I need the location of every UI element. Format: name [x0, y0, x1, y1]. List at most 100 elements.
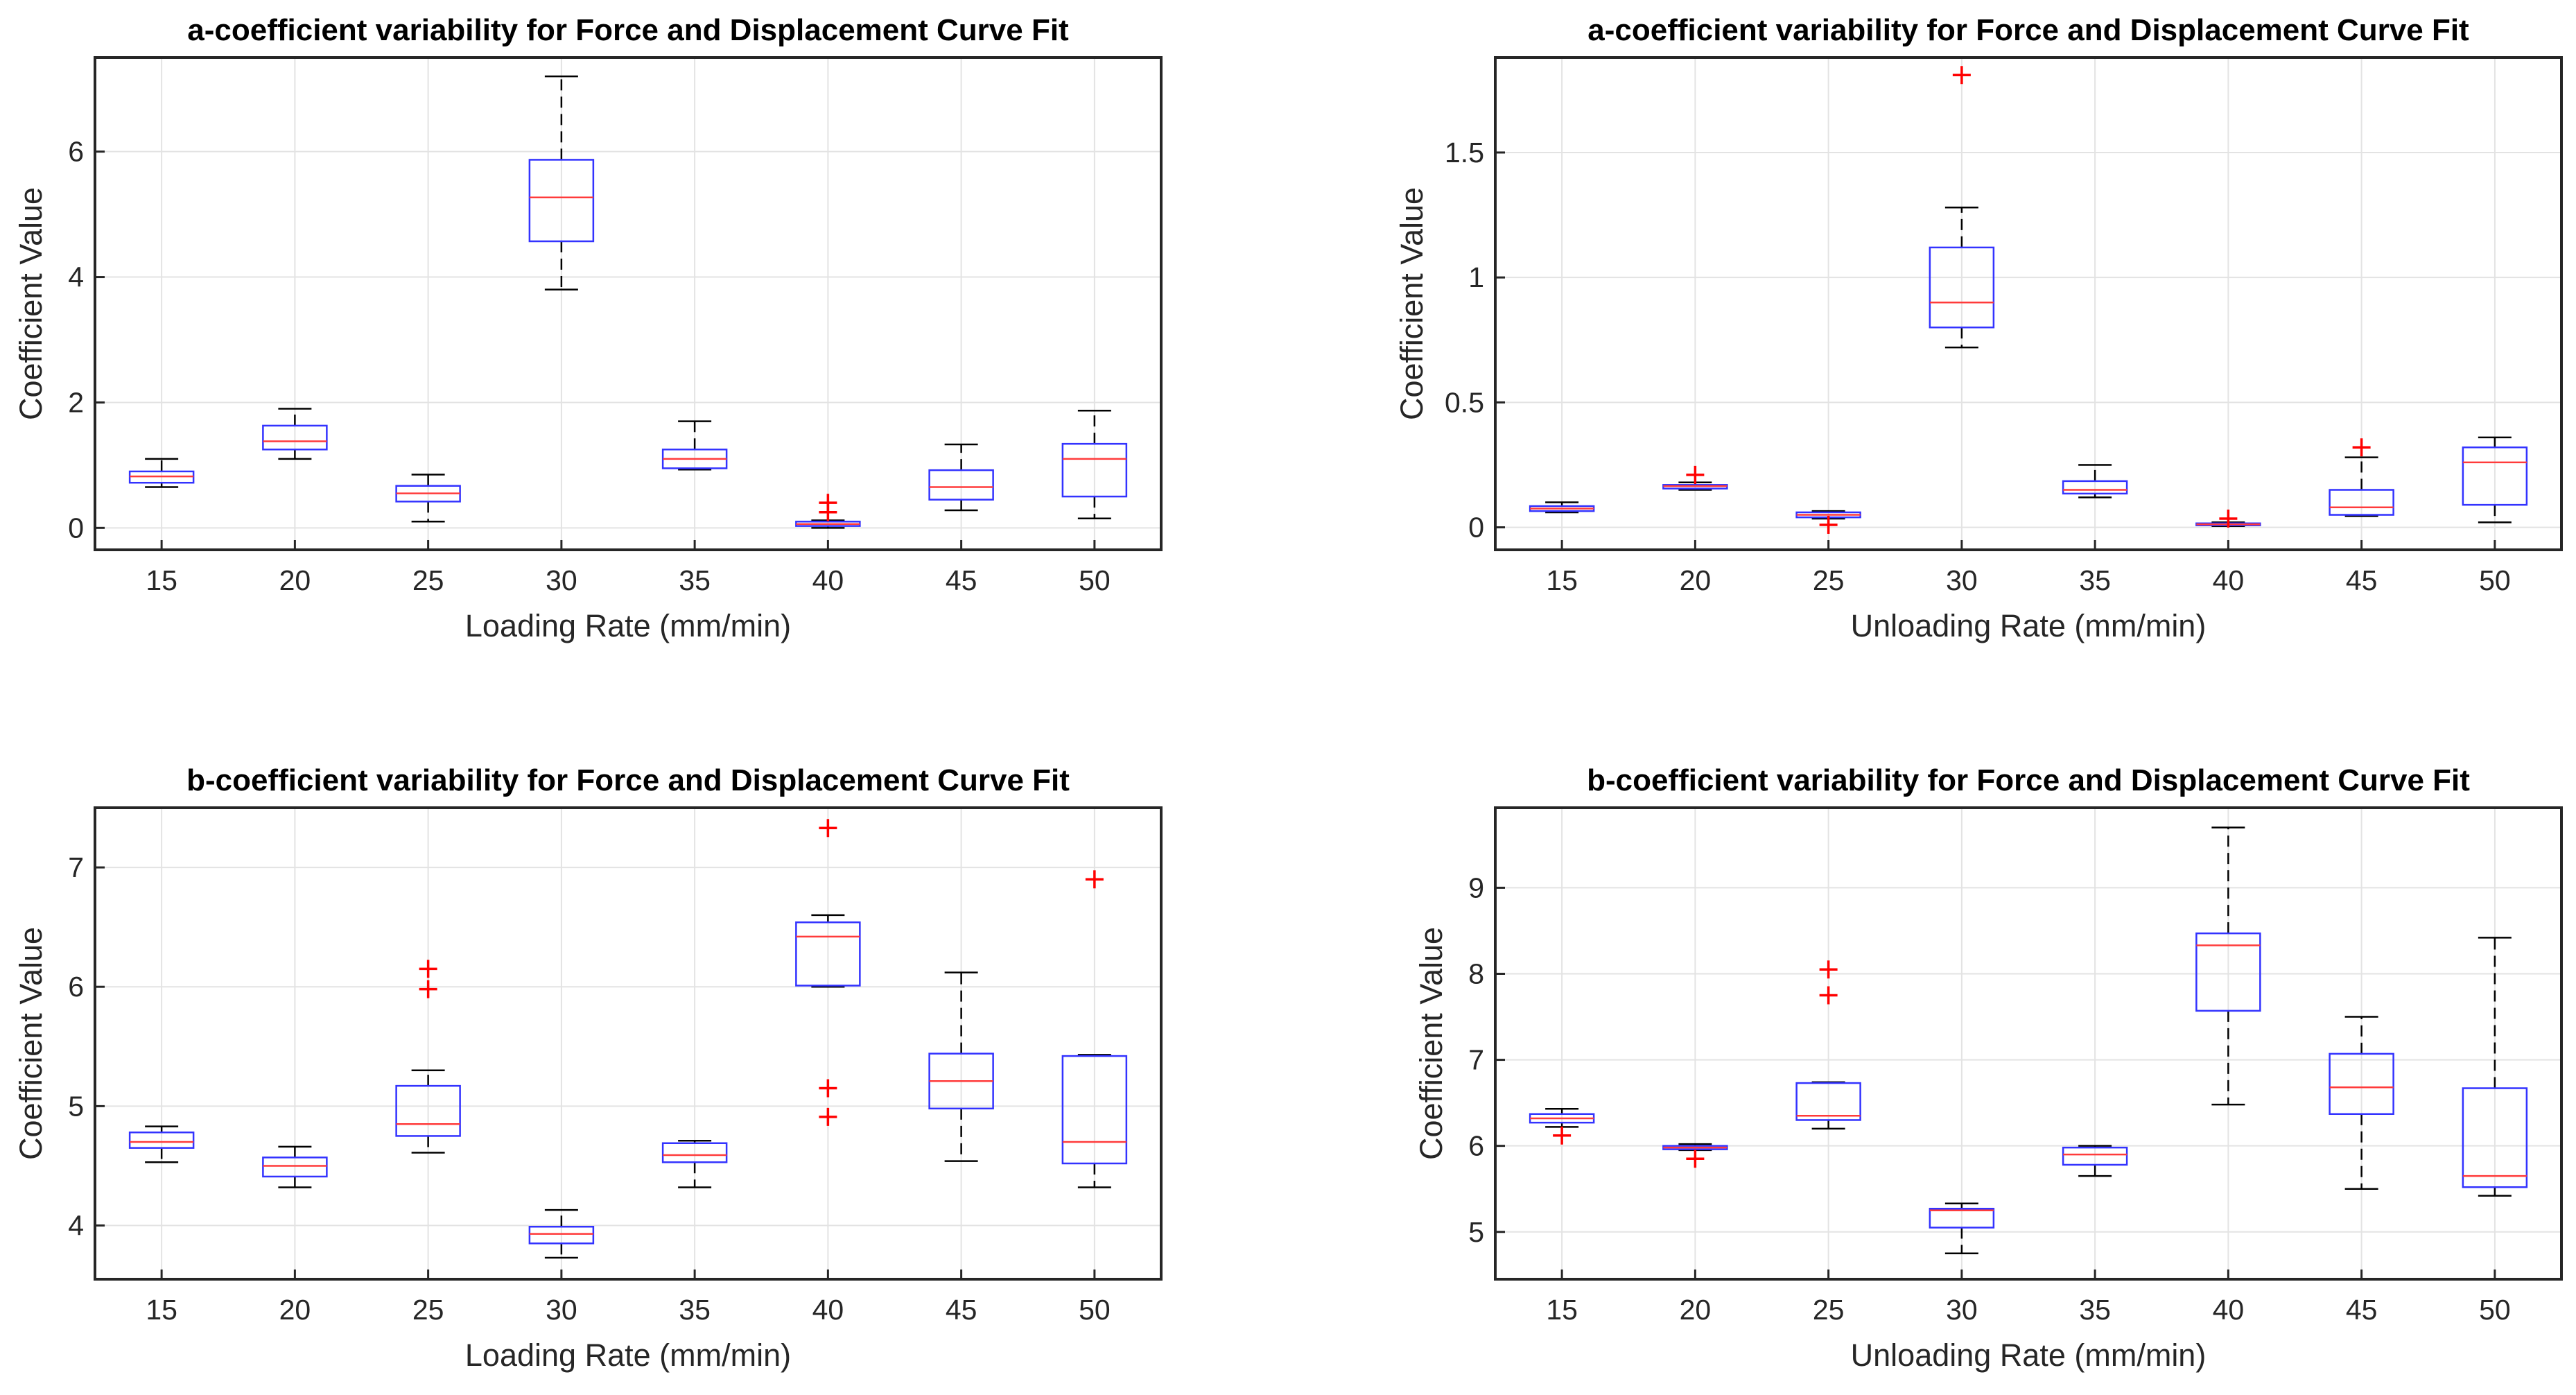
- box-body: [2062, 1146, 2128, 1166]
- box-45: [928, 971, 994, 1162]
- y-tick-label: 1.5: [1445, 137, 1484, 168]
- chart-title: b-coefficient variability for Force and …: [1587, 763, 2470, 797]
- y-tick-label: 5: [68, 1090, 84, 1122]
- y-tick-label: 4: [68, 261, 84, 293]
- x-tick-label: 40: [2213, 1294, 2245, 1326]
- outlier-marker: [819, 1079, 837, 1098]
- box-30: [528, 1208, 595, 1259]
- x-tick-label: 25: [1813, 564, 1845, 596]
- x-tick-label: 45: [946, 1294, 977, 1326]
- x-tick-label: 50: [1079, 564, 1111, 596]
- outlier-marker: [819, 1107, 837, 1126]
- box-body: [1061, 442, 1128, 498]
- axes-frame: [1494, 806, 2563, 1281]
- x-tick-label: 25: [1813, 1294, 1845, 1326]
- box-40: [795, 819, 861, 1126]
- box-body: [128, 1132, 195, 1149]
- plot-area: [95, 58, 1161, 550]
- chart-a-loading: 0 2 4 6 15 20 25 30 35 40 45 50 a-coefficient vari…: [13, 13, 1163, 643]
- box-body: [262, 1156, 328, 1178]
- x-tick-label: 50: [2479, 1294, 2511, 1326]
- box-body: [262, 424, 328, 451]
- box-body: [2462, 1087, 2528, 1188]
- y-tick-labels: 0 2 4 6: [68, 136, 84, 544]
- box-body: [1929, 246, 1995, 329]
- box-30: [1929, 1202, 1995, 1255]
- y-axis-label: Coefficient Value: [1413, 927, 1449, 1160]
- box-body: [661, 1142, 728, 1163]
- y-tick-label: 5: [1468, 1216, 1484, 1248]
- x-tick-label: 15: [1546, 564, 1578, 596]
- box-45: [928, 443, 994, 512]
- outlier-marker: [1686, 1150, 1705, 1168]
- x-axis-label: Unloading Rate (mm/min): [1851, 1337, 2207, 1373]
- box-body: [528, 1226, 595, 1245]
- box-40: [795, 494, 861, 529]
- box-50: [2462, 436, 2528, 523]
- box-50: [1061, 409, 1128, 520]
- plot-area: [1495, 808, 2561, 1279]
- outlier-marker: [1819, 960, 1838, 979]
- box-body: [1061, 1055, 1128, 1165]
- x-tick-label: 30: [1946, 1294, 1978, 1326]
- box-layer: [128, 819, 1128, 1259]
- x-tick-label: 40: [812, 564, 844, 596]
- box-15: [128, 1125, 195, 1163]
- box-20: [1662, 1143, 1728, 1168]
- y-tick-label: 0: [1468, 512, 1484, 544]
- box-50: [2462, 937, 2528, 1197]
- box-body: [2062, 480, 2128, 495]
- x-tick-label: 20: [1680, 1294, 1712, 1326]
- box-20: [262, 408, 328, 460]
- x-axis-label: Unloading Rate (mm/min): [1851, 608, 2207, 643]
- x-tick-label: 45: [2346, 1294, 2378, 1326]
- box-50: [1061, 870, 1128, 1188]
- box-body: [2195, 932, 2261, 1012]
- chart-title: a-coefficient variability for Force and …: [187, 13, 1069, 47]
- x-tick-label: 20: [279, 1294, 311, 1326]
- outlier-marker: [1819, 515, 1838, 534]
- x-tick-label: 20: [279, 564, 311, 596]
- x-tick-labels: 15 20 25 30 35 40 45 50: [146, 1294, 1110, 1326]
- plot-area: [95, 808, 1161, 1279]
- outlier-marker: [1686, 465, 1705, 484]
- x-tick-label: 45: [2346, 564, 2378, 596]
- outlier-marker: [1085, 870, 1104, 889]
- box-body: [1929, 1207, 1995, 1229]
- box-body: [795, 921, 861, 987]
- box-45: [2329, 438, 2394, 517]
- y-tick-label: 1: [1468, 261, 1484, 293]
- x-tick-label: 30: [546, 1294, 577, 1326]
- chart-a-unloading: 0 0.5 1 1.5 15 20 25 30 35 40 45 50 a-coefficient …: [1394, 13, 2563, 643]
- box-body: [2329, 1052, 2394, 1116]
- box-40: [2195, 509, 2261, 528]
- outlier-marker: [1553, 1126, 1572, 1145]
- box-body: [2462, 446, 2528, 506]
- plot-area: [1495, 58, 2561, 550]
- x-tick-labels: 15 20 25 30 35 40 45 50: [1546, 564, 2510, 596]
- y-tick-labels: 4 5 6 7: [68, 851, 84, 1241]
- x-tick-label: 15: [146, 564, 177, 596]
- x-tick-label: 30: [546, 564, 577, 596]
- box-45: [2329, 1016, 2394, 1190]
- x-tick-label: 15: [1546, 1294, 1578, 1326]
- y-tick-label: 0: [68, 512, 84, 544]
- x-tick-labels: 15 20 25 30 35 40 45 50: [1546, 1294, 2510, 1326]
- x-axis-label: Loading Rate (mm/min): [465, 1337, 791, 1373]
- axes-frame: [94, 56, 1163, 551]
- y-tick-label: 6: [68, 971, 84, 1003]
- y-tick-label: 2: [68, 386, 84, 418]
- box-35: [2062, 1145, 2128, 1177]
- box-25: [395, 960, 461, 1154]
- box-body: [1795, 1082, 1861, 1121]
- outlier-marker: [419, 980, 437, 998]
- x-tick-label: 35: [679, 1294, 711, 1326]
- x-tick-label: 35: [679, 564, 711, 596]
- x-tick-label: 35: [2079, 564, 2111, 596]
- box-30: [1929, 66, 1995, 349]
- y-tick-label: 4: [68, 1210, 84, 1242]
- y-axis-label: Coefficient Value: [13, 927, 49, 1160]
- grid-layer: [95, 808, 1161, 1279]
